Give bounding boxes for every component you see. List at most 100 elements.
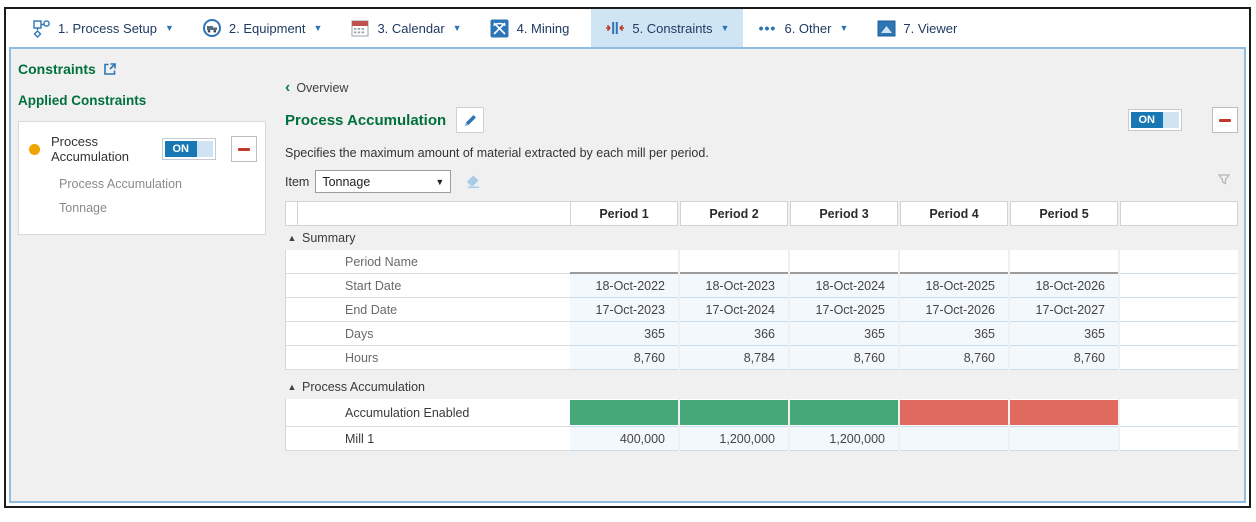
status-cell[interactable] xyxy=(1010,399,1118,427)
status-cell[interactable] xyxy=(680,399,788,427)
table-cell[interactable]: 17-Oct-2026 xyxy=(900,298,1008,322)
edit-title-button[interactable] xyxy=(456,107,485,133)
constraint-name: Process Accumulation xyxy=(51,134,130,164)
constraint-child-item[interactable]: Tonnage xyxy=(59,201,107,215)
table-cell[interactable]: 366 xyxy=(680,322,788,346)
constraints-sidebar: Constraints Applied Constraints Process … xyxy=(11,49,285,501)
group-row-process-accumulation: ▲ Process Accumulation xyxy=(285,375,1238,399)
row-label: End Date xyxy=(297,298,570,322)
item-select[interactable]: Tonnage ▼ xyxy=(315,170,452,193)
constraint-enabled-toggle[interactable]: ON xyxy=(1127,109,1182,131)
constraints-icon xyxy=(605,18,625,38)
pickaxe-icon xyxy=(490,18,510,38)
eraser-icon[interactable] xyxy=(465,174,482,189)
table-cell[interactable]: 18-Oct-2025 xyxy=(900,274,1008,298)
table-row: Days 365 366 365 365 365 xyxy=(285,322,1238,346)
row-label: Start Date xyxy=(297,274,570,298)
table-cell[interactable]: 8,760 xyxy=(1010,346,1118,370)
column-header: Period 4 xyxy=(900,201,1008,226)
table-cell[interactable]: 365 xyxy=(790,322,898,346)
table-cell[interactable]: 365 xyxy=(1010,322,1118,346)
item-label: Item xyxy=(285,174,310,189)
header-extra-cell xyxy=(1120,201,1238,226)
table-cell[interactable]: 365 xyxy=(570,322,678,346)
table-row: Start Date 18-Oct-2022 18-Oct-2023 18-Oc… xyxy=(285,274,1238,298)
row-label: Days xyxy=(297,322,570,346)
constraint-row[interactable]: Process Accumulation ON xyxy=(29,134,257,164)
table-cell[interactable] xyxy=(1010,427,1118,451)
table-row: Mill 1 400,000 1,200,000 1,200,000 xyxy=(285,427,1238,451)
table-row: Period Name xyxy=(285,250,1238,274)
table-cell[interactable]: 18-Oct-2022 xyxy=(570,274,678,298)
menu-process-setup[interactable]: 1. Process Setup ▼ xyxy=(17,9,188,47)
group-label: Process Accumulation xyxy=(302,380,425,394)
table-cell[interactable]: 8,760 xyxy=(570,346,678,370)
table-cell[interactable]: 17-Oct-2023 xyxy=(570,298,678,322)
remove-constraint-button[interactable] xyxy=(1212,107,1238,133)
table-row: Hours 8,760 8,784 8,760 8,760 8,760 xyxy=(285,346,1238,370)
status-cell[interactable] xyxy=(790,399,898,427)
menu-label: 3. Calendar xyxy=(377,20,445,36)
menu-label: 4. Mining xyxy=(516,20,570,36)
menu-viewer[interactable]: 7. Viewer xyxy=(862,9,979,47)
table-cell[interactable]: 18-Oct-2026 xyxy=(1010,274,1118,298)
menu-other[interactable]: ••• 6. Other ▼ xyxy=(743,9,862,47)
table-cell[interactable] xyxy=(1010,250,1118,274)
back-to-overview-link[interactable]: ‹ Overview xyxy=(285,79,349,96)
external-link-icon[interactable] xyxy=(103,62,117,76)
chevron-left-icon: ‹ xyxy=(285,79,291,96)
pencil-icon xyxy=(464,114,476,126)
table-cell[interactable] xyxy=(790,250,898,274)
table-cell[interactable]: 17-Oct-2025 xyxy=(790,298,898,322)
table-cell[interactable]: 17-Oct-2024 xyxy=(680,298,788,322)
menu-equipment[interactable]: 2. Equipment ▼ xyxy=(188,9,337,47)
column-header: Period 3 xyxy=(790,201,898,226)
table-cell[interactable]: 365 xyxy=(900,322,1008,346)
viewer-icon xyxy=(876,18,896,38)
constraint-on-toggle[interactable]: ON xyxy=(161,138,216,160)
table-cell[interactable] xyxy=(900,250,1008,274)
menu-constraints[interactable]: 5. Constraints ▼ xyxy=(591,9,744,47)
column-header: Period 2 xyxy=(680,201,788,226)
chevron-down-icon: ▼ xyxy=(720,23,730,33)
main-toolbar: 1. Process Setup ▼ 2. Equipment ▼ xyxy=(9,9,1246,47)
flowchart-icon xyxy=(31,18,51,38)
constraint-description: Specifies the maximum amount of material… xyxy=(285,146,709,160)
header-gutter-cell xyxy=(285,201,297,226)
table-cell[interactable] xyxy=(570,250,678,274)
table-cell[interactable]: 18-Oct-2023 xyxy=(680,274,788,298)
chevron-down-icon: ▼ xyxy=(839,23,849,33)
row-label: Hours xyxy=(297,346,570,370)
table-cell[interactable] xyxy=(900,427,1008,451)
collapse-triangle-icon[interactable]: ▲ xyxy=(287,382,297,392)
applied-constraints-heading: Applied Constraints xyxy=(18,93,147,108)
menu-mining[interactable]: 4. Mining xyxy=(476,9,592,47)
constraint-child-item[interactable]: Process Accumulation xyxy=(59,177,182,191)
truck-icon xyxy=(202,18,222,38)
collapse-triangle-icon[interactable]: ▲ xyxy=(287,233,297,243)
minus-icon xyxy=(238,147,250,151)
app-window: 1. Process Setup ▼ 2. Equipment ▼ xyxy=(4,7,1251,508)
group-label: Summary xyxy=(302,231,356,245)
sidebar-title: Constraints xyxy=(18,61,96,77)
menu-label: 1. Process Setup xyxy=(58,20,157,36)
status-cell[interactable] xyxy=(570,399,678,427)
table-cell[interactable] xyxy=(680,250,788,274)
table-cell[interactable]: 8,784 xyxy=(680,346,788,370)
remove-constraint-button[interactable] xyxy=(231,136,257,162)
filter-icon[interactable] xyxy=(1218,174,1230,185)
menu-label: 6. Other xyxy=(784,20,832,36)
row-label: Mill 1 xyxy=(297,427,570,451)
table-cell[interactable]: 8,760 xyxy=(900,346,1008,370)
table-cell[interactable]: 17-Oct-2027 xyxy=(1010,298,1118,322)
table-cell[interactable]: 1,200,000 xyxy=(790,427,898,451)
chevron-down-icon: ▼ xyxy=(165,23,174,33)
row-label: Accumulation Enabled xyxy=(297,399,570,427)
table-cell[interactable]: 18-Oct-2024 xyxy=(790,274,898,298)
constraint-card: Process Accumulation ON Process Accumula… xyxy=(18,121,266,235)
table-cell[interactable]: 400,000 xyxy=(570,427,678,451)
status-cell[interactable] xyxy=(900,399,1008,427)
table-cell[interactable]: 8,760 xyxy=(790,346,898,370)
table-cell[interactable]: 1,200,000 xyxy=(680,427,788,451)
menu-calendar[interactable]: 3. Calendar ▼ xyxy=(336,9,475,47)
